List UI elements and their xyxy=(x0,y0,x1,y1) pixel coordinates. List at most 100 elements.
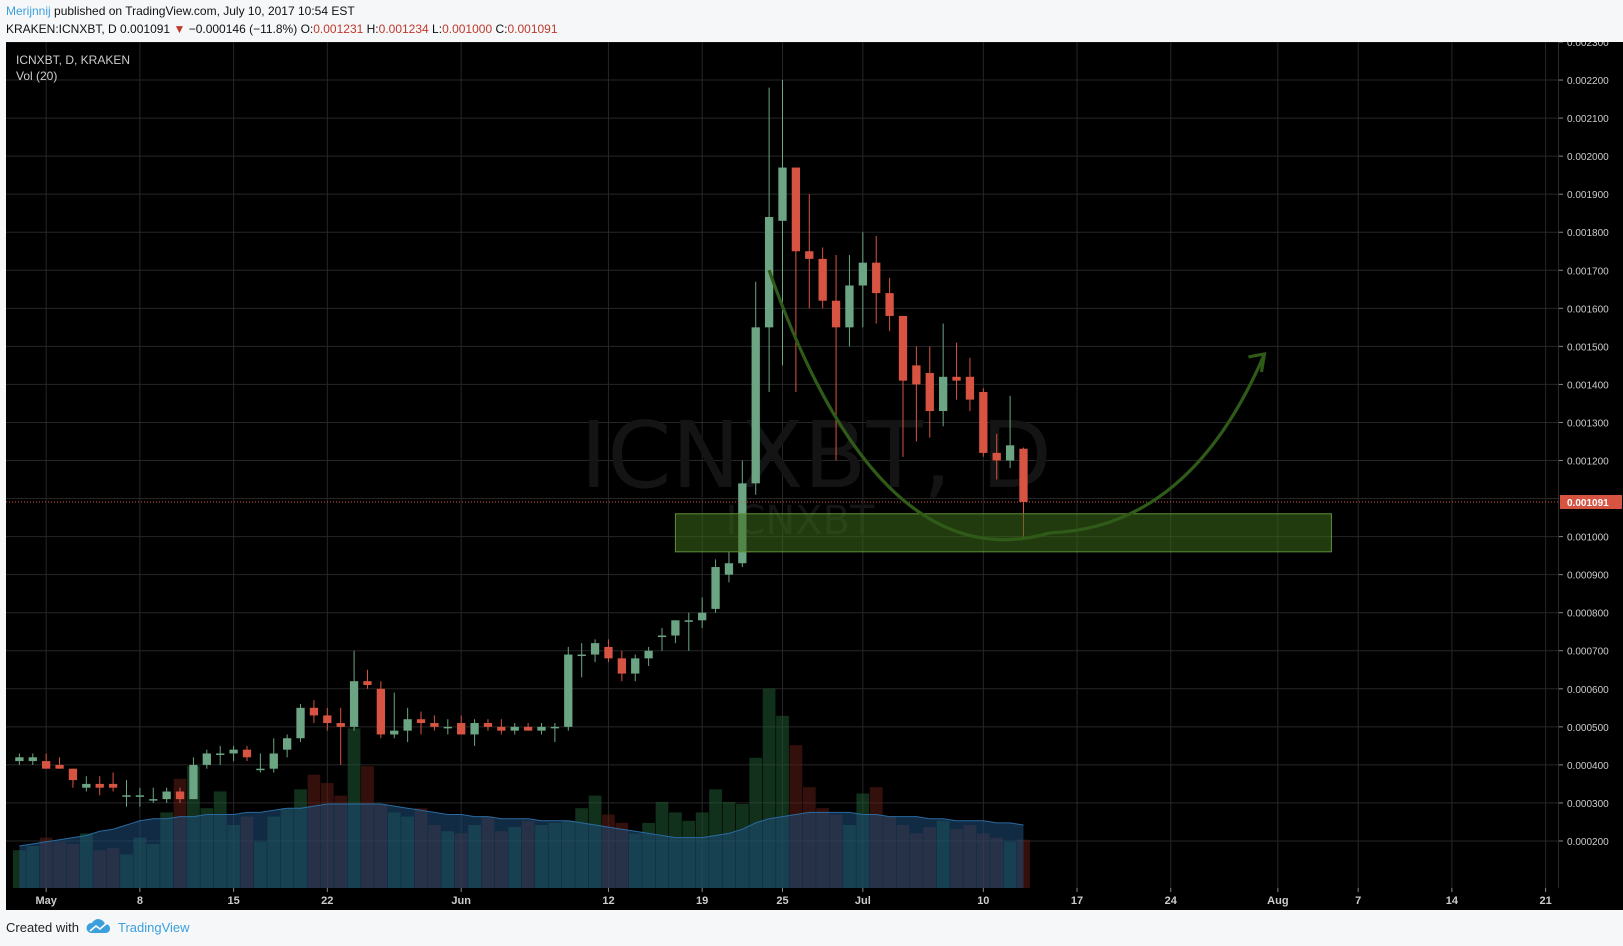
price-tick-label: 0.000500 xyxy=(1567,723,1609,734)
candle-body xyxy=(684,620,693,622)
candle-body xyxy=(470,723,479,735)
candle-body xyxy=(82,783,91,788)
candle-body xyxy=(242,749,252,758)
watermark-text: ICNXBT, D xyxy=(580,402,1052,509)
candle-body xyxy=(189,764,198,800)
annotations xyxy=(6,269,1559,553)
candle-body xyxy=(805,251,814,259)
candle-body xyxy=(135,795,145,797)
price-tick-label: 0.002000 xyxy=(1567,152,1609,163)
last-price-badge-label: 0.001091 xyxy=(1567,498,1609,509)
low-value: 0.001000 xyxy=(442,22,493,36)
candle-body xyxy=(778,167,787,221)
price-tick-label: 0.000400 xyxy=(1567,761,1609,772)
created-with-text: Created with xyxy=(6,920,79,935)
candle-body xyxy=(1019,448,1028,502)
price-tick-label: 0.001900 xyxy=(1567,190,1609,201)
open-value: 0.001231 xyxy=(313,22,364,36)
time-axis xyxy=(6,888,1559,910)
candle-body xyxy=(925,373,934,412)
author-link[interactable]: Merijnnij xyxy=(6,4,51,18)
time-tick-label: Jun xyxy=(451,895,471,907)
high-value: 0.001234 xyxy=(378,22,429,36)
candle-body xyxy=(349,681,359,727)
candle-body xyxy=(858,262,867,286)
time-tick-label: Jul xyxy=(855,895,871,907)
last-price: 0.001091 xyxy=(120,22,171,36)
candle-body xyxy=(631,658,640,674)
close-label: C: xyxy=(495,22,508,36)
candle-body xyxy=(483,723,493,727)
candle-body xyxy=(202,753,211,765)
price-tick-label: 0.002200 xyxy=(1567,76,1609,87)
time-tick-label: Aug xyxy=(1267,895,1288,907)
candle-body xyxy=(1005,445,1015,461)
candle-body xyxy=(376,688,386,735)
time-tick-label: 12 xyxy=(602,895,614,907)
candle-body xyxy=(430,723,439,727)
published-text: published on TradingView.com, July 10, 2… xyxy=(54,4,355,18)
price-tick-label: 0.001000 xyxy=(1567,533,1609,544)
candle-body xyxy=(845,285,854,328)
chart-header: Merijnnij published on TradingView.com, … xyxy=(0,0,1623,42)
publish-line: Merijnnij published on TradingView.com, … xyxy=(6,4,355,18)
time-tick-label: 19 xyxy=(696,895,708,907)
tradingview-cloud-icon[interactable] xyxy=(86,918,112,936)
candle-body xyxy=(457,723,466,735)
candle-body xyxy=(149,799,158,801)
time-tick-label: 25 xyxy=(776,895,788,907)
price-tick-label: 0.001700 xyxy=(1567,266,1609,277)
time-tick-label: May xyxy=(35,895,57,907)
candle-body xyxy=(55,764,64,769)
candle-body xyxy=(497,726,506,731)
candle-body xyxy=(108,783,118,788)
time-tick-label: 15 xyxy=(227,895,239,907)
candle-body xyxy=(15,757,24,762)
time-tick-label: 17 xyxy=(1071,895,1083,907)
candle-body xyxy=(336,723,345,727)
candle-body xyxy=(939,376,948,412)
price-axis xyxy=(1559,42,1623,898)
candle-body xyxy=(443,726,452,729)
candle-body xyxy=(282,738,292,750)
candle-body xyxy=(403,719,412,731)
candle-body xyxy=(952,376,961,381)
price-tick-label: 0.000900 xyxy=(1567,571,1609,582)
candlestick-chart[interactable]: ICNXBT, D ICNXBT 0.0002000.0003000.00040… xyxy=(0,42,1623,910)
candle-body xyxy=(992,452,1001,461)
candle-body xyxy=(416,719,426,724)
candle-body xyxy=(831,300,841,328)
support-zone xyxy=(674,513,1332,553)
volume-ma-area xyxy=(19,804,1024,888)
candle-body xyxy=(256,768,265,771)
price-tick-label: 0.000200 xyxy=(1567,837,1609,848)
candle-body xyxy=(309,707,319,716)
candle-body xyxy=(604,646,613,659)
time-tick-label: 8 xyxy=(137,895,143,907)
price-axis-labels: 0.000200 0.000300 0.000400 0.000500 0.000600… xyxy=(1559,42,1622,848)
price-tick-label: 0.001600 xyxy=(1567,304,1609,315)
price-tick-label: 0.000700 xyxy=(1567,647,1609,658)
candle-body xyxy=(269,753,278,769)
quote-line: KRAKEN:ICNXBT, D 0.001091 ▼ −0.000146 (−… xyxy=(6,22,558,36)
footer: Created with TradingView xyxy=(0,910,1623,946)
symbol-legend: ICNXBT, D, KRAKEN xyxy=(16,53,130,67)
candle-body xyxy=(818,258,827,301)
candle-body xyxy=(898,315,908,381)
open-label: O: xyxy=(300,22,314,36)
candle-body xyxy=(711,567,720,609)
time-tick-label: 24 xyxy=(1165,895,1178,907)
time-tick-label: 10 xyxy=(977,895,989,907)
price-tick-label: 0.000800 xyxy=(1567,609,1609,620)
candle-body xyxy=(590,643,600,655)
time-tick-label: 7 xyxy=(1355,895,1361,907)
price-tick-label: 0.001300 xyxy=(1567,418,1609,429)
candle-body xyxy=(979,392,988,453)
time-tick-label: 22 xyxy=(321,895,333,907)
tradingview-brand[interactable]: TradingView xyxy=(118,920,190,935)
candle-body xyxy=(323,715,332,724)
candle-body xyxy=(510,726,519,731)
price-tick-label: 0.002300 xyxy=(1567,42,1609,49)
candle-body xyxy=(657,635,667,638)
candle-body xyxy=(617,658,626,674)
